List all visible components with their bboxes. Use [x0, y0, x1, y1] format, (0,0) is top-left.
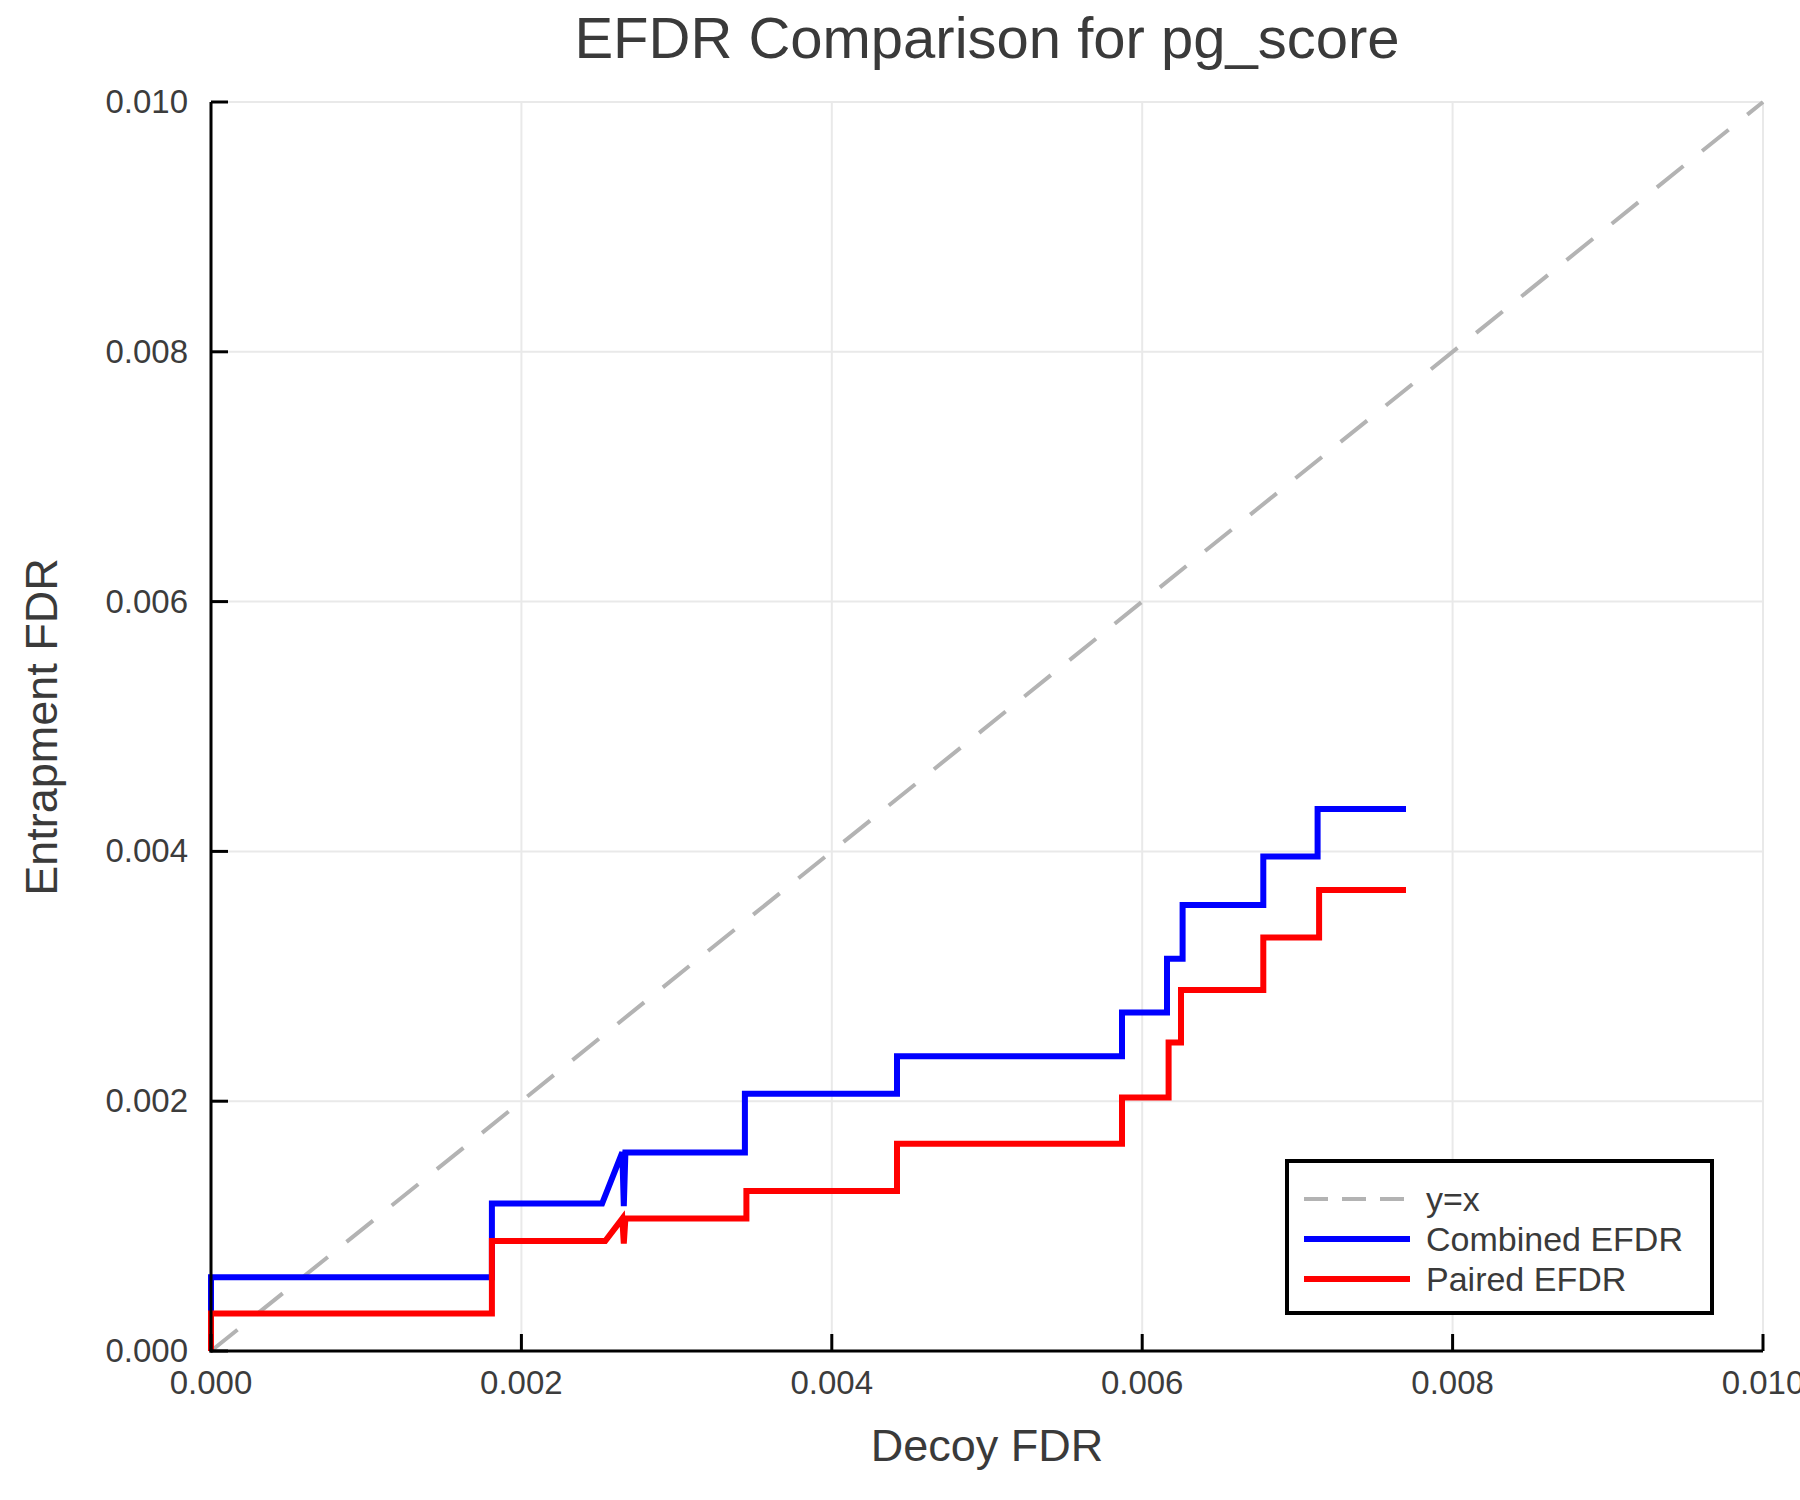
chart-title: EFDR Comparison for pg_score — [211, 4, 1763, 71]
y-equals-x-line-sample — [1304, 1195, 1410, 1203]
y-tick-label: 0.008 — [28, 333, 188, 371]
paired-efdr-line-sample — [1304, 1275, 1410, 1283]
combined-efdr-line-sample — [1304, 1235, 1410, 1243]
x-axis-label: Decoy FDR — [211, 1420, 1763, 1472]
y-tick-label: 0.002 — [28, 1082, 188, 1120]
legend-label-combined-efdr: Combined EFDR — [1426, 1220, 1683, 1259]
legend-label-y-equals-x: y=x — [1426, 1180, 1480, 1219]
y-tick-label: 0.000 — [28, 1332, 188, 1370]
legend-row-combined-efdr: Combined EFDR — [1304, 1219, 1710, 1259]
y-tick-label: 0.004 — [28, 832, 188, 870]
x-tick-label: 0.010 — [1683, 1364, 1800, 1402]
legend: y=x Combined EFDR Paired EFDR — [1285, 1159, 1714, 1315]
paired-efdr-line — [211, 890, 1406, 1351]
x-tick-label: 0.008 — [1373, 1364, 1533, 1402]
x-tick-label: 0.002 — [441, 1364, 601, 1402]
y-tick-label: 0.010 — [28, 83, 188, 121]
y-tick-label: 0.006 — [28, 583, 188, 621]
x-tick-label: 0.004 — [752, 1364, 912, 1402]
legend-label-paired-efdr: Paired EFDR — [1426, 1260, 1626, 1299]
combined-efdr-line — [211, 809, 1406, 1351]
legend-row-y-equals-x: y=x — [1304, 1179, 1710, 1219]
x-tick-label: 0.006 — [1062, 1364, 1222, 1402]
legend-row-paired-efdr: Paired EFDR — [1304, 1259, 1710, 1299]
chart-figure: EFDR Comparison for pg_score Decoy FDR E… — [0, 0, 1800, 1500]
